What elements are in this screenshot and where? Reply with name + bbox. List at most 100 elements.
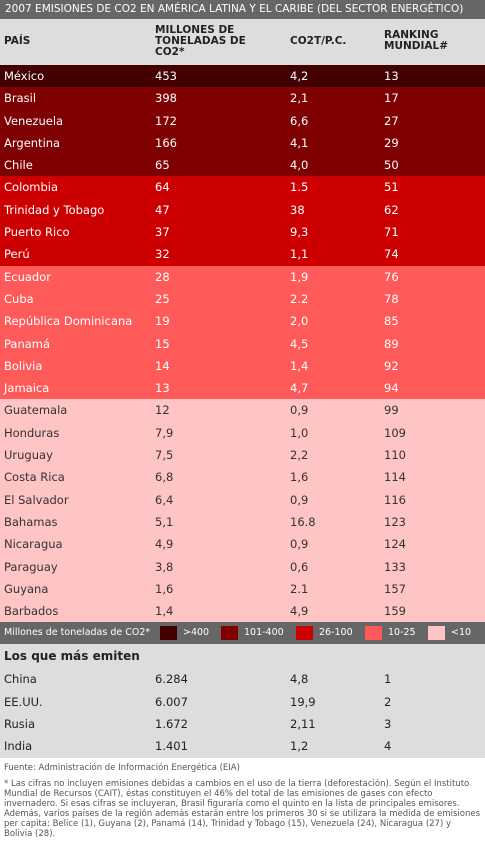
ranking-value: 159 xyxy=(384,604,406,619)
emissions-value: 12 xyxy=(155,403,170,418)
country-name: Colombia xyxy=(4,180,59,195)
per-capita-value: 9,3 xyxy=(290,225,309,240)
per-capita-value: 1,0 xyxy=(290,425,309,440)
footer: Fuente: Administración de Información En… xyxy=(0,757,485,839)
table-row: Guyana 1,6 2.1 157 xyxy=(0,577,485,601)
emissions-value: 13 xyxy=(155,381,170,396)
table-row: Honduras 7,9 1,0 109 xyxy=(0,421,485,445)
country-name: Rusia xyxy=(4,717,35,732)
country-name: Ecuador xyxy=(4,269,51,284)
table-row: Nicaragua 4,9 0,9 124 xyxy=(0,533,485,556)
country-name: Cuba xyxy=(4,291,34,306)
emissions-value: 1.672 xyxy=(155,717,188,732)
table-row: Colombia 64 1.5 51 xyxy=(0,176,485,199)
ranking-value: 92 xyxy=(384,358,399,373)
per-capita-value: 4,8 xyxy=(290,672,309,687)
ranking-value: 114 xyxy=(384,470,406,485)
top-emitters-table: China 6.284 4,8 1 EE.UU. 6.007 19,9 2 Rusia 1.672… xyxy=(0,668,485,758)
per-capita-value: 4,9 xyxy=(290,604,309,619)
country-name: Perú xyxy=(4,247,30,262)
table-row: Costa Rica 6,8 1,6 114 xyxy=(0,466,485,489)
emissions-value: 1,6 xyxy=(155,581,174,596)
per-capita-value: 1,2 xyxy=(290,739,309,754)
country-name: México xyxy=(4,69,45,83)
ranking-value: 17 xyxy=(384,91,399,106)
country-name: Paraguay xyxy=(4,559,58,574)
country-name: Bahamas xyxy=(4,514,58,529)
header-ranking-line1: RANKING xyxy=(384,29,439,41)
top-emitters-title: Los que más emiten xyxy=(0,644,485,669)
emitter-row: EE.UU. 6.007 19,9 2 xyxy=(0,690,485,714)
legend-label: Millones de toneladas de CO2* xyxy=(4,627,151,639)
per-capita-value: 16.8 xyxy=(290,514,316,529)
ranking-value: 74 xyxy=(384,247,399,262)
ranking-value: 89 xyxy=(384,336,399,351)
per-capita-value: 1,9 xyxy=(290,269,309,284)
country-name: Uruguay xyxy=(4,448,53,463)
table-header: PAÍS MILLONES DE TONELADAS DE CO2* CO2T/… xyxy=(0,19,485,65)
emissions-value: 4,9 xyxy=(155,537,174,552)
ranking-value: 13 xyxy=(384,69,399,83)
legend-text-lt10: <10 xyxy=(451,627,472,639)
emitter-row: Rusia 1.672 2,11 3 xyxy=(0,713,485,736)
source-note: Fuente: Administración de Información En… xyxy=(4,762,240,773)
emissions-value: 6.284 xyxy=(155,672,188,687)
emissions-value: 65 xyxy=(155,158,170,173)
emissions-value: 398 xyxy=(155,91,177,106)
emissions-value: 453 xyxy=(155,69,177,83)
legend-text-101-400: 101-400 xyxy=(244,627,284,639)
table-row: República Dominicana 19 2,0 85 xyxy=(0,310,485,333)
per-capita-value: 4,2 xyxy=(290,69,309,83)
per-capita-value: 1,6 xyxy=(290,470,309,485)
emitter-row: India 1.401 1,2 4 xyxy=(0,735,485,758)
per-capita-value: 1,4 xyxy=(290,358,309,373)
emissions-value: 32 xyxy=(155,247,170,262)
per-capita-value: 0,9 xyxy=(290,492,309,507)
emissions-value: 7,5 xyxy=(155,448,174,463)
per-capita-value: 0,9 xyxy=(290,403,309,418)
emissions-value: 15 xyxy=(155,336,170,351)
footnote: * Las cifras no incluyen emisiones debid… xyxy=(4,778,481,839)
ranking-value: 50 xyxy=(384,158,399,173)
per-capita-value: 4,5 xyxy=(290,336,309,351)
country-name: El Salvador xyxy=(4,492,69,507)
country-name: China xyxy=(4,672,37,687)
header-ranking-line2: MUNDIAL# xyxy=(384,40,448,52)
ranking-value: 71 xyxy=(384,225,399,240)
ranking-value: 99 xyxy=(384,403,399,418)
header-pais: PAÍS xyxy=(4,35,31,47)
header-millones-line1: MILLONES DE xyxy=(155,24,235,36)
table-row: Ecuador 28 1,9 76 xyxy=(0,265,485,288)
emissions-value: 25 xyxy=(155,291,170,306)
emissions-value: 172 xyxy=(155,113,177,128)
per-capita-value: 2,2 xyxy=(290,448,309,463)
country-name: Brasil xyxy=(4,91,37,106)
ranking-value: 94 xyxy=(384,381,399,396)
ranking-value: 3 xyxy=(384,717,392,732)
country-name: Bolivia xyxy=(4,358,43,373)
legend-text-10-25: 10-25 xyxy=(388,627,416,639)
header-millones-line3: CO2* xyxy=(155,46,185,58)
ranking-value: 123 xyxy=(384,514,406,529)
country-name: Trinidad y Tobago xyxy=(4,202,105,217)
ranking-value: 27 xyxy=(384,113,399,128)
ranking-value: 110 xyxy=(384,448,406,463)
ranking-value: 157 xyxy=(384,581,406,596)
ranking-value: 78 xyxy=(384,291,399,306)
ranking-value: 109 xyxy=(384,425,406,440)
per-capita-value: 1.5 xyxy=(290,180,309,195)
legend-swatch-101-400 xyxy=(221,626,238,641)
header-co2pc: CO2T/P.C. xyxy=(290,35,347,47)
country-name: Nicaragua xyxy=(4,537,63,552)
ranking-value: 124 xyxy=(384,537,406,552)
per-capita-value: 4,1 xyxy=(290,135,309,150)
table-row: México 453 4,2 13 xyxy=(0,65,485,88)
country-name: Honduras xyxy=(4,425,60,440)
country-name: Puerto Rico xyxy=(4,225,70,240)
emissions-value: 64 xyxy=(155,180,170,195)
per-capita-value: 2,11 xyxy=(290,717,316,732)
country-name: Panamá xyxy=(4,336,51,351)
per-capita-value: 2.2 xyxy=(290,291,309,306)
ranking-value: 76 xyxy=(384,269,399,284)
